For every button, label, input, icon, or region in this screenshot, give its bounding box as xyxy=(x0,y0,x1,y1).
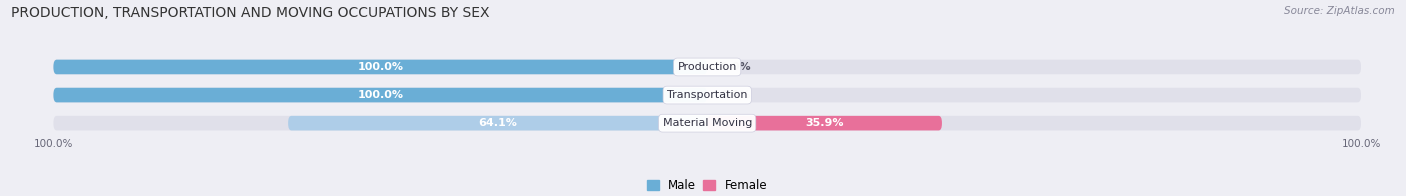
FancyBboxPatch shape xyxy=(707,116,942,131)
FancyBboxPatch shape xyxy=(53,60,1361,74)
Text: 0.0%: 0.0% xyxy=(720,90,751,100)
Text: Material Moving: Material Moving xyxy=(662,118,752,128)
Text: Production: Production xyxy=(678,62,737,72)
Text: PRODUCTION, TRANSPORTATION AND MOVING OCCUPATIONS BY SEX: PRODUCTION, TRANSPORTATION AND MOVING OC… xyxy=(11,6,489,20)
FancyBboxPatch shape xyxy=(53,60,707,74)
Legend: Male, Female: Male, Female xyxy=(647,179,768,192)
Text: Source: ZipAtlas.com: Source: ZipAtlas.com xyxy=(1284,6,1395,16)
Text: 0.0%: 0.0% xyxy=(720,62,751,72)
Text: Transportation: Transportation xyxy=(666,90,748,100)
FancyBboxPatch shape xyxy=(288,116,707,131)
Text: 35.9%: 35.9% xyxy=(806,118,844,128)
Text: 100.0%: 100.0% xyxy=(357,62,404,72)
Text: 64.1%: 64.1% xyxy=(478,118,517,128)
FancyBboxPatch shape xyxy=(53,88,1361,102)
Text: 100.0%: 100.0% xyxy=(357,90,404,100)
FancyBboxPatch shape xyxy=(53,116,1361,131)
FancyBboxPatch shape xyxy=(53,88,707,102)
